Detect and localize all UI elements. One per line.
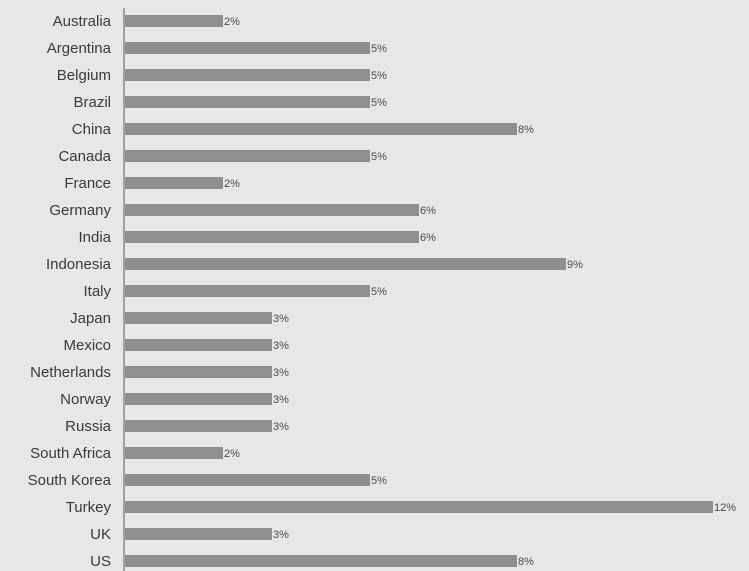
value-label-canada: 5%: [371, 151, 387, 163]
bar-france: [125, 177, 223, 189]
bar-norway: [125, 393, 272, 405]
value-label-australia: 2%: [224, 16, 240, 28]
category-label-mexico: Mexico: [63, 337, 111, 354]
category-label-russia: Russia: [65, 418, 112, 435]
bar-germany: [125, 204, 419, 216]
category-label-norway: Norway: [60, 391, 111, 408]
category-label-italy: Italy: [83, 283, 111, 300]
value-label-brazil: 5%: [371, 97, 387, 109]
value-label-argentina: 5%: [371, 43, 387, 55]
value-label-south-korea: 5%: [371, 475, 387, 487]
bar-italy: [125, 285, 370, 297]
value-label-italy: 5%: [371, 286, 387, 298]
category-label-belgium: Belgium: [57, 67, 111, 84]
category-label-us: US: [90, 553, 111, 570]
category-label-india: India: [78, 229, 111, 246]
bars-group: Australia 2% Argentina 5% Belgium 5% Brazil 5% C…: [28, 13, 737, 570]
bar-argentina: [125, 42, 370, 54]
bar-russia: [125, 420, 272, 432]
category-label-brazil: Brazil: [73, 94, 111, 111]
bar-belgium: [125, 69, 370, 81]
value-label-netherlands: 3%: [273, 367, 289, 379]
value-label-south-africa: 2%: [224, 448, 240, 460]
category-label-turkey: Turkey: [66, 499, 112, 516]
value-label-japan: 3%: [273, 313, 289, 325]
bar-canada: [125, 150, 370, 162]
value-label-mexico: 3%: [273, 340, 289, 352]
bar-turkey: [125, 501, 713, 513]
category-label-australia: Australia: [53, 13, 112, 30]
category-label-netherlands: Netherlands: [30, 364, 111, 381]
bar-india: [125, 231, 419, 243]
bar-netherlands: [125, 366, 272, 378]
bar-mexico: [125, 339, 272, 351]
bar-south-africa: [125, 447, 223, 459]
value-label-uk: 3%: [273, 529, 289, 541]
bar-us: [125, 555, 517, 567]
bar-uk: [125, 528, 272, 540]
category-label-indonesia: Indonesia: [46, 256, 112, 273]
value-label-us: 8%: [518, 556, 534, 568]
category-label-canada: Canada: [58, 148, 111, 165]
value-label-indonesia: 9%: [567, 259, 583, 271]
value-label-russia: 3%: [273, 421, 289, 433]
value-label-turkey: 12%: [714, 502, 736, 514]
category-label-uk: UK: [90, 526, 111, 543]
bar-japan: [125, 312, 272, 324]
bar-indonesia: [125, 258, 566, 270]
category-label-japan: Japan: [70, 310, 111, 327]
category-label-south-africa: South Africa: [30, 445, 112, 462]
value-label-france: 2%: [224, 178, 240, 190]
category-label-south-korea: South Korea: [28, 472, 112, 489]
value-label-germany: 6%: [420, 205, 436, 217]
value-label-norway: 3%: [273, 394, 289, 406]
category-label-argentina: Argentina: [47, 40, 112, 57]
value-label-china: 8%: [518, 124, 534, 136]
category-label-germany: Germany: [49, 202, 111, 219]
value-label-belgium: 5%: [371, 70, 387, 82]
value-label-india: 6%: [420, 232, 436, 244]
category-label-china: China: [72, 121, 112, 138]
bar-china: [125, 123, 517, 135]
bar-brazil: [125, 96, 370, 108]
bar-south-korea: [125, 474, 370, 486]
bar-australia: [125, 15, 223, 27]
category-label-france: France: [64, 175, 111, 192]
